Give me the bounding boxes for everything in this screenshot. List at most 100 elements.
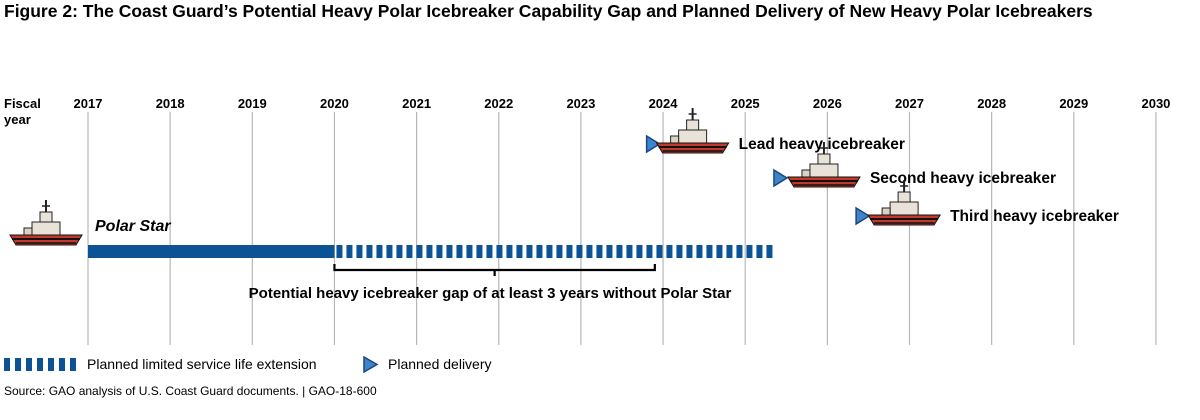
extension-segment — [556, 245, 563, 258]
year-gridlines — [87, 112, 1157, 345]
gap-bracket: Potential heavy icebreaker gap of at lea… — [249, 264, 732, 302]
extension-segment — [366, 245, 373, 258]
polar-star-bars — [88, 245, 773, 258]
extension-segment — [646, 245, 653, 258]
extension-segment — [486, 245, 493, 258]
extension-segment — [476, 245, 483, 258]
year-label-2026: 2026 — [813, 96, 842, 111]
extension-segment — [526, 245, 533, 258]
year-label-2018: 2018 — [156, 96, 185, 111]
extension-segment — [586, 245, 593, 258]
gap-label: Potential heavy icebreaker gap of at lea… — [249, 285, 732, 302]
extension-segment — [546, 245, 553, 258]
ship-superstructure — [809, 163, 839, 179]
extension-segment — [336, 245, 343, 258]
year-label-2027: 2027 — [895, 96, 924, 111]
triangle-marker-icon — [645, 134, 662, 154]
extension-segment — [686, 245, 693, 258]
year-label-2030: 2030 — [1141, 96, 1170, 111]
extension-segment — [716, 245, 723, 258]
delivery-label-3: Third heavy icebreaker — [950, 208, 1119, 225]
extension-segment — [456, 245, 463, 258]
service-extension-bar — [336, 245, 773, 258]
extension-segment — [416, 245, 423, 258]
delivery-label-2: Second heavy icebreaker — [870, 170, 1056, 187]
triangle-marker-icon — [773, 168, 789, 188]
extension-segment — [726, 245, 733, 258]
year-label-2025: 2025 — [731, 96, 760, 111]
ships: Polar Star — [9, 200, 171, 246]
extension-segment — [756, 245, 763, 258]
ship-icon — [787, 142, 861, 188]
ship-bridge — [39, 211, 53, 223]
ship-bridge — [897, 191, 911, 203]
legend-triangle-marker-icon — [363, 355, 379, 374]
legend-extension-swatch — [70, 358, 76, 371]
extension-segment — [516, 245, 523, 258]
extension-segment — [746, 245, 753, 258]
year-label-2029: 2029 — [1059, 96, 1088, 111]
legend: Planned limited service life extension Pl… — [4, 355, 492, 374]
year-label-2022: 2022 — [484, 96, 513, 111]
legend-label-extension: Planned limited service life extension — [87, 356, 317, 372]
extension-segment — [766, 245, 773, 258]
extension-segment — [396, 245, 403, 258]
extension-segment — [346, 245, 353, 258]
legend-label-delivery: Planned delivery — [388, 356, 492, 372]
source-note: Source: GAO analysis of U.S. Coast Guard… — [4, 384, 377, 398]
extension-segment — [386, 245, 393, 258]
extension-segment — [446, 245, 453, 258]
delivery-markers: Lead heavy icebreaker Second heavy icebre… — [645, 108, 1119, 226]
extension-segment — [426, 245, 433, 258]
extension-segment — [536, 245, 543, 258]
ship-icon — [867, 180, 941, 226]
gap-bracket-line — [333, 264, 656, 276]
legend-extension-swatch — [15, 358, 21, 371]
year-label-2028: 2028 — [977, 96, 1006, 111]
ship-superstructure — [678, 129, 708, 145]
extension-segment — [406, 245, 413, 258]
axis-label-year: year — [4, 112, 31, 127]
extension-segment — [666, 245, 673, 258]
extension-segment — [466, 245, 473, 258]
extension-segment — [656, 245, 663, 258]
extension-segment — [706, 245, 713, 258]
year-label-2019: 2019 — [238, 96, 267, 111]
year-label-2021: 2021 — [402, 96, 431, 111]
extension-segment — [356, 245, 363, 258]
extension-segment — [606, 245, 613, 258]
extension-segment — [596, 245, 603, 258]
extension-segment — [496, 245, 503, 258]
triangle-marker-icon — [855, 206, 871, 226]
service-bar-solid — [88, 245, 335, 258]
extension-segment — [736, 245, 743, 258]
legend-extension-swatch — [37, 358, 43, 371]
ship-icon — [9, 200, 83, 246]
year-label-2024: 2024 — [649, 96, 679, 111]
ship-superstructure — [31, 221, 61, 237]
extension-segment — [616, 245, 623, 258]
extension-segment — [436, 245, 443, 258]
extension-segment — [636, 245, 643, 258]
legend-extension-swatch — [48, 358, 54, 371]
extension-segment — [626, 245, 633, 258]
ship-icon — [655, 108, 730, 154]
polar-star-label: Polar Star — [95, 218, 171, 235]
year-tick-labels: 2017 2018 2019 2020 2021 2022 2023 2024 2025 2026… — [74, 96, 1171, 111]
figure-title: Figure 2: The Coast Guard’s Potential He… — [4, 1, 1093, 21]
ship-bridge — [817, 153, 831, 165]
legend-extension-swatch — [59, 358, 65, 371]
extension-segment — [506, 245, 513, 258]
year-label-2020: 2020 — [320, 96, 349, 111]
legend-extension-swatch — [26, 358, 32, 371]
delivery-label-1: Lead heavy icebreaker — [739, 136, 905, 153]
axis-label-fiscal: Fiscal — [4, 96, 41, 111]
extension-segment — [566, 245, 573, 258]
ship-superstructure — [889, 201, 919, 217]
year-label-2017: 2017 — [74, 96, 103, 111]
extension-segment — [576, 245, 583, 258]
legend-extension-swatch — [4, 358, 10, 371]
ship-bridge — [686, 119, 700, 131]
extension-segment — [376, 245, 383, 258]
